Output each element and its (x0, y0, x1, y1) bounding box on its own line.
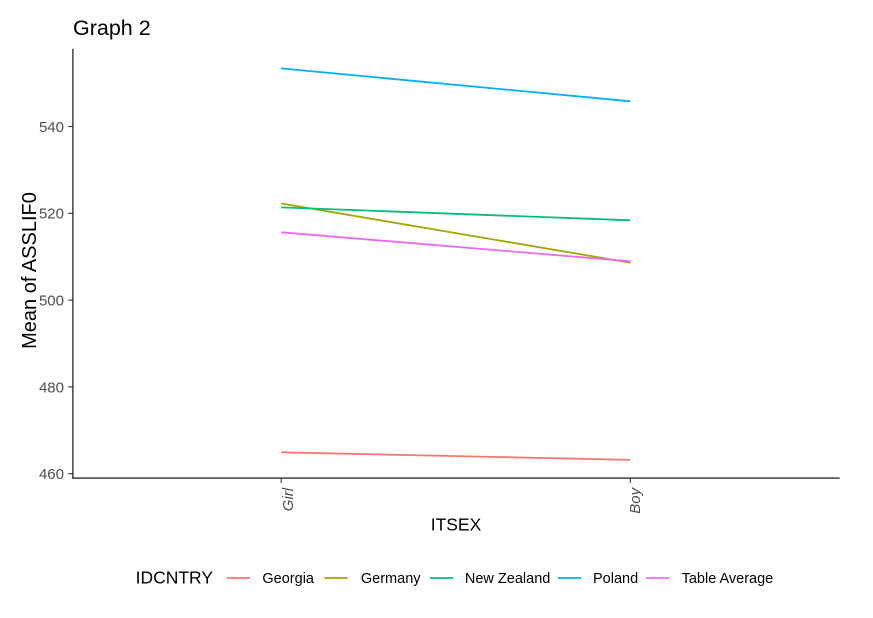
svg-text:460: 460 (39, 466, 64, 483)
svg-text:480: 480 (39, 379, 64, 396)
svg-text:Mean of ASSLIF0: Mean of ASSLIF0 (19, 192, 41, 349)
svg-text:Girl: Girl (280, 487, 297, 511)
svg-text:Germany: Germany (361, 571, 421, 587)
svg-text:Poland: Poland (593, 571, 638, 587)
svg-text:500: 500 (39, 293, 64, 310)
svg-text:ITSEX: ITSEX (431, 515, 482, 535)
svg-text:520: 520 (39, 206, 64, 223)
svg-text:Georgia: Georgia (262, 571, 315, 587)
svg-text:Table Average: Table Average (682, 571, 774, 587)
svg-text:Graph 2: Graph 2 (73, 16, 151, 40)
svg-text:Boy: Boy (627, 486, 644, 513)
svg-text:540: 540 (39, 119, 64, 136)
svg-text:IDCNTRY: IDCNTRY (136, 568, 214, 588)
svg-text:New Zealand: New Zealand (465, 571, 550, 587)
